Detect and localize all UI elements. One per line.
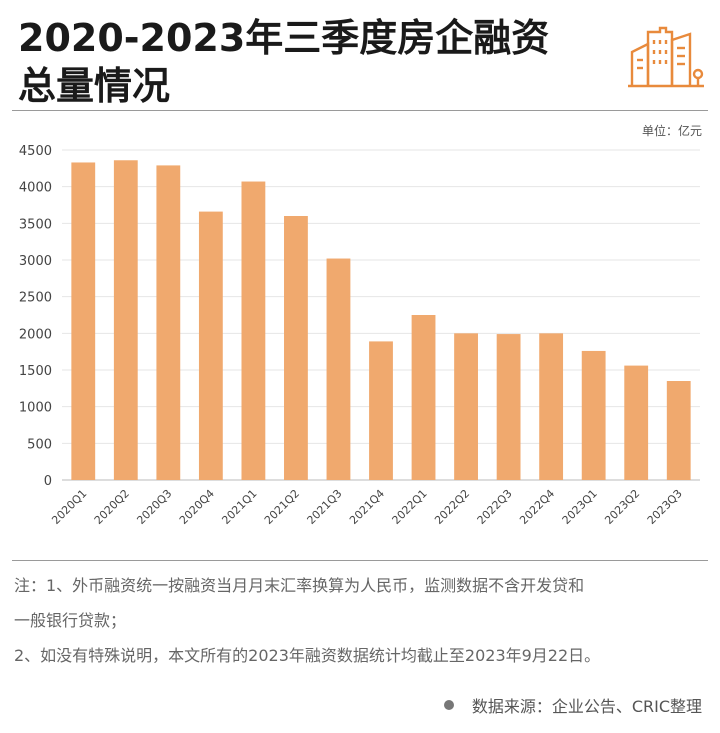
notes-divider [12,560,708,561]
bullet-icon [443,700,454,710]
x-tick-label: 2023Q3 [645,487,685,527]
x-tick-label: 2023Q2 [602,487,642,527]
source-text: 数据来源：企业公告、CRIC整理 [471,697,702,716]
footnote-line-2: 一般银行贷款； [14,611,127,630]
bar [71,162,96,480]
y-tick-label: 0 [44,474,52,489]
y-tick-label: 1500 [19,364,52,379]
bar [539,333,564,480]
y-tick-label: 3500 [19,217,52,232]
data-source: 数据来源：企业公告、CRIC整理 [443,693,702,717]
footnote-line-1: 注：1、外币融资统一按融资当月月末汇率换算为人民币，监测数据不含开发贷和 [14,576,585,595]
y-tick-label: 2000 [19,327,52,342]
bar-chart: 0 500 1000 1500 2000 2500 3000 3500 4000 4500 2020… [19,144,700,527]
x-tick-label: 2020Q2 [92,487,132,527]
x-tick-label: 2021Q1 [219,487,259,527]
y-tick-label: 4000 [19,181,52,196]
x-tick-label: 2020Q1 [49,487,89,527]
footnote-line-3: 2、如没有特殊说明，本文所有的2023年融资数据统计均截止至2023年9月22日… [14,646,601,665]
title-line-2: 总量情况 [18,64,171,108]
x-tick-label: 2023Q1 [560,487,600,527]
title-line-1: 2020-2023年三季度房企融资 [18,16,550,60]
y-tick-label: 1000 [19,401,52,416]
y-tick-label: 500 [27,437,52,452]
bar [666,381,691,480]
bar [454,333,478,480]
x-tick-label: 2022Q3 [475,487,515,527]
footnotes: 注：1、外币融资统一按融资当月月末汇率换算为人民币，监测数据不含开发贷和 一般银… [14,568,714,673]
x-tick-label: 2022Q4 [517,487,557,527]
bar [113,160,138,480]
bar [326,258,351,480]
bar [496,334,521,480]
bar [156,165,181,480]
header-divider [12,110,708,111]
y-tick-label: 2500 [19,291,52,306]
bar [581,350,606,480]
bar [369,341,393,480]
y-tick-label: 4500 [19,144,52,159]
city-buildings-icon [628,26,704,88]
x-tick-label: 2021Q2 [262,487,302,527]
x-tick-label: 2022Q1 [390,487,430,527]
bar [624,365,649,480]
bar [411,315,436,480]
y-tick-label: 3000 [19,254,52,269]
x-tick-label: 2020Q3 [134,487,174,527]
x-tick-label: 2020Q4 [177,487,217,527]
bar [198,211,223,480]
x-tick-label: 2022Q2 [432,487,472,527]
x-tick-label: 2021Q4 [347,487,387,527]
bar [284,216,308,480]
bar [241,181,266,480]
unit-label: 单位：亿元 [641,124,702,138]
page-title: 2020-2023年三季度房企融资 总量情况 [18,14,598,110]
x-tick-label: 2021Q3 [305,487,345,527]
